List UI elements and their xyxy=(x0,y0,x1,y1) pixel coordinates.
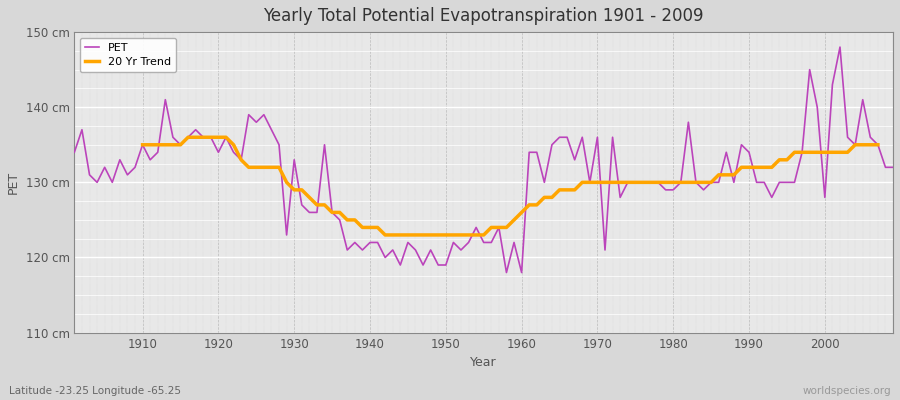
Line: PET: PET xyxy=(75,47,893,272)
PET xyxy=(615,195,626,200)
PET xyxy=(524,150,535,155)
PET xyxy=(887,165,898,170)
PET xyxy=(342,248,353,252)
20 Yr Trend xyxy=(205,135,216,140)
Text: Latitude -23.25 Longitude -65.25: Latitude -23.25 Longitude -65.25 xyxy=(9,386,181,396)
Legend: PET, 20 Yr Trend: PET, 20 Yr Trend xyxy=(80,38,176,72)
PET xyxy=(834,45,845,50)
PET xyxy=(517,270,527,275)
PET xyxy=(69,150,80,155)
PET xyxy=(296,202,307,207)
Title: Yearly Total Potential Evapotranspiration 1901 - 2009: Yearly Total Potential Evapotranspiratio… xyxy=(264,7,704,25)
20 Yr Trend xyxy=(137,142,148,147)
PET xyxy=(501,270,512,275)
X-axis label: Year: Year xyxy=(471,356,497,369)
PET xyxy=(130,165,140,170)
20 Yr Trend xyxy=(872,142,883,147)
Line: 20 Yr Trend: 20 Yr Trend xyxy=(142,137,878,235)
20 Yr Trend xyxy=(501,225,512,230)
Y-axis label: PET: PET xyxy=(7,171,20,194)
20 Yr Trend xyxy=(183,135,194,140)
20 Yr Trend xyxy=(190,135,201,140)
20 Yr Trend xyxy=(714,172,724,177)
20 Yr Trend xyxy=(615,180,626,185)
20 Yr Trend xyxy=(380,232,391,237)
20 Yr Trend xyxy=(562,188,572,192)
Text: worldspecies.org: worldspecies.org xyxy=(803,386,891,396)
